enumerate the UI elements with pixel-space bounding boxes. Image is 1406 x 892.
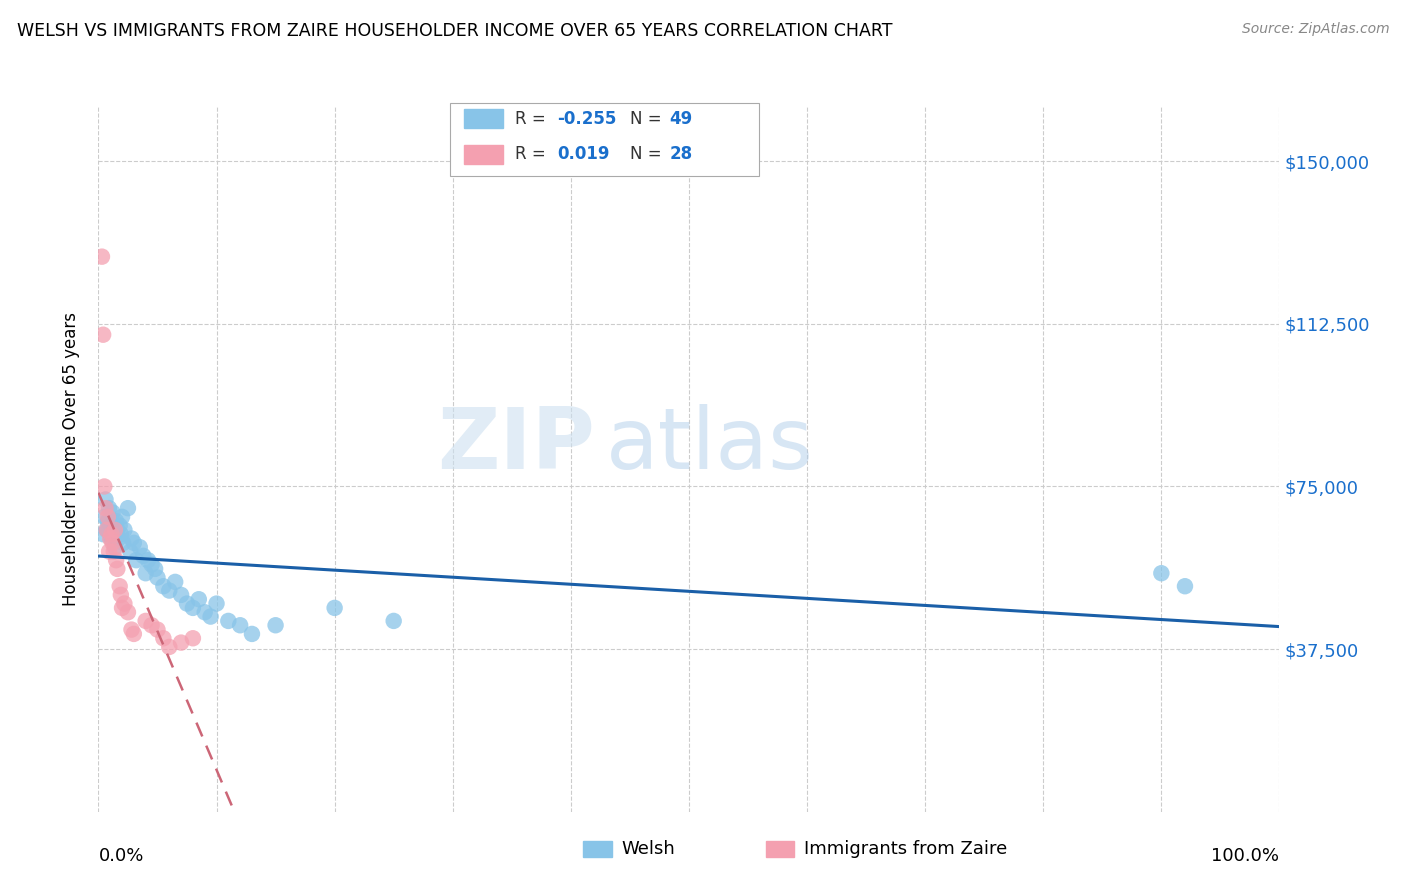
Point bbox=[143, 562, 166, 576]
Point bbox=[93, 509, 115, 524]
Point bbox=[121, 532, 143, 546]
Text: 0.0%: 0.0% bbox=[98, 847, 143, 865]
Point bbox=[176, 597, 198, 611]
Point bbox=[165, 574, 187, 589]
Point bbox=[97, 514, 120, 528]
Point bbox=[96, 523, 118, 537]
Point bbox=[146, 570, 169, 584]
Point bbox=[141, 618, 163, 632]
Point bbox=[96, 523, 118, 537]
Point bbox=[125, 553, 148, 567]
Point bbox=[157, 640, 180, 654]
Point bbox=[105, 523, 128, 537]
Point bbox=[111, 509, 134, 524]
Point bbox=[240, 627, 263, 641]
Point bbox=[128, 540, 150, 554]
Y-axis label: Householder Income Over 65 years: Householder Income Over 65 years bbox=[62, 312, 80, 607]
Point bbox=[121, 623, 143, 637]
Point bbox=[98, 544, 121, 558]
Text: -0.255: -0.255 bbox=[557, 110, 616, 128]
Text: WELSH VS IMMIGRANTS FROM ZAIRE HOUSEHOLDER INCOME OVER 65 YEARS CORRELATION CHAR: WELSH VS IMMIGRANTS FROM ZAIRE HOUSEHOLD… bbox=[17, 22, 893, 40]
Point bbox=[170, 635, 193, 649]
Point bbox=[382, 614, 405, 628]
Point bbox=[112, 523, 135, 537]
Point bbox=[108, 579, 131, 593]
Point bbox=[1150, 566, 1173, 581]
Point bbox=[110, 588, 132, 602]
Point bbox=[135, 566, 157, 581]
Point bbox=[181, 632, 204, 646]
Point bbox=[205, 597, 228, 611]
Point bbox=[135, 614, 157, 628]
Point bbox=[105, 514, 128, 528]
Point bbox=[200, 609, 222, 624]
Text: 49: 49 bbox=[669, 110, 693, 128]
Point bbox=[136, 553, 159, 567]
Point bbox=[157, 583, 180, 598]
Point bbox=[101, 536, 124, 550]
Point bbox=[122, 627, 145, 641]
Point bbox=[103, 527, 125, 541]
Point bbox=[111, 601, 134, 615]
Text: Immigrants from Zaire: Immigrants from Zaire bbox=[804, 840, 1008, 858]
Point bbox=[105, 562, 128, 576]
Point bbox=[98, 518, 121, 533]
Text: R =: R = bbox=[515, 110, 551, 128]
Text: 100.0%: 100.0% bbox=[1212, 847, 1279, 865]
Text: 28: 28 bbox=[669, 145, 692, 163]
Point bbox=[105, 553, 128, 567]
Point bbox=[91, 327, 114, 342]
Point bbox=[110, 527, 132, 541]
Point bbox=[100, 532, 122, 546]
Point bbox=[323, 601, 346, 615]
Point bbox=[217, 614, 239, 628]
Point bbox=[107, 532, 129, 546]
Text: 0.019: 0.019 bbox=[557, 145, 609, 163]
Point bbox=[152, 632, 174, 646]
Point bbox=[187, 592, 209, 607]
Text: R =: R = bbox=[515, 145, 551, 163]
Point bbox=[117, 501, 139, 516]
Point bbox=[181, 601, 204, 615]
Point bbox=[146, 623, 169, 637]
Point bbox=[93, 479, 115, 493]
Text: Welsh: Welsh bbox=[621, 840, 675, 858]
Point bbox=[117, 605, 139, 619]
Point bbox=[170, 588, 193, 602]
Text: atlas: atlas bbox=[606, 404, 814, 487]
Point bbox=[112, 597, 135, 611]
Point bbox=[152, 579, 174, 593]
Text: N =: N = bbox=[630, 110, 666, 128]
Point bbox=[264, 618, 287, 632]
Point bbox=[100, 527, 122, 541]
Point bbox=[103, 544, 125, 558]
Text: ZIP: ZIP bbox=[437, 404, 595, 487]
Point bbox=[104, 540, 127, 554]
Point bbox=[98, 501, 121, 516]
Point bbox=[1174, 579, 1197, 593]
Point bbox=[104, 523, 127, 537]
Point bbox=[112, 536, 135, 550]
Point bbox=[94, 492, 117, 507]
Point bbox=[120, 544, 142, 558]
Point bbox=[108, 518, 131, 533]
Point bbox=[98, 532, 121, 546]
Point bbox=[101, 506, 124, 520]
Point bbox=[229, 618, 252, 632]
Point bbox=[122, 536, 145, 550]
Point bbox=[194, 605, 217, 619]
Point bbox=[94, 501, 117, 516]
Point bbox=[97, 509, 120, 524]
Point bbox=[91, 250, 114, 264]
Text: Source: ZipAtlas.com: Source: ZipAtlas.com bbox=[1241, 22, 1389, 37]
Text: N =: N = bbox=[630, 145, 666, 163]
Point bbox=[132, 549, 155, 563]
Point bbox=[141, 558, 163, 572]
Point bbox=[91, 527, 114, 541]
